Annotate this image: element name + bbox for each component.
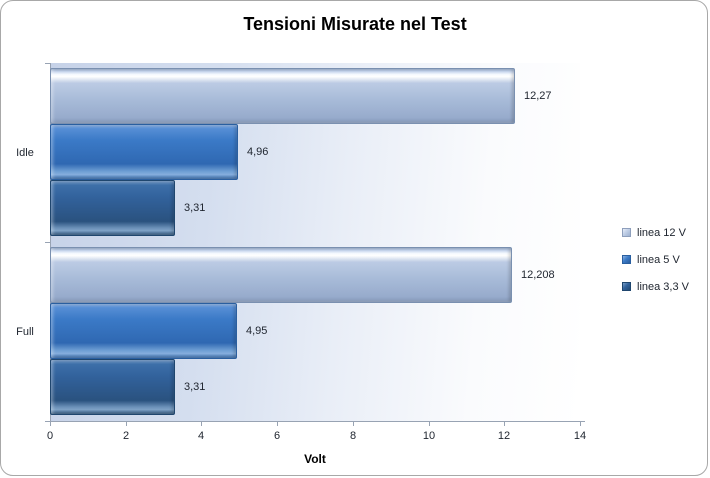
y-axis-tick <box>45 242 50 243</box>
data-label: 4,96 <box>247 146 269 158</box>
legend-swatch-icon <box>622 282 631 291</box>
x-tick-label: 10 <box>422 430 436 442</box>
x-axis-line <box>46 421 585 422</box>
x-tick-label: 0 <box>46 430 54 442</box>
x-axis-tick <box>50 421 51 426</box>
y-axis-tick <box>45 421 50 422</box>
bar-idle-linea-5-V <box>50 124 238 180</box>
category-label: Idle <box>16 146 34 159</box>
legend-label: linea 5 V <box>637 253 680 266</box>
x-axis-tick <box>429 421 430 426</box>
x-tick-label: 12 <box>497 430 511 442</box>
data-label: 4,95 <box>246 325 268 337</box>
legend-label: linea 12 V <box>637 226 686 239</box>
category-label: Full <box>16 325 34 338</box>
x-axis-title: Volt <box>304 452 326 466</box>
x-axis-tick <box>504 421 505 426</box>
chart-title: Tensioni Misurate nel Test <box>243 14 467 34</box>
data-label: 3,31 <box>184 202 206 214</box>
legend-swatch-icon <box>622 228 631 237</box>
data-label: 12,208 <box>521 269 555 281</box>
x-tick-label: 2 <box>122 430 130 442</box>
x-tick-label: 14 <box>573 430 587 442</box>
legend-item: linea 12 V <box>622 219 689 246</box>
data-label: 12,27 <box>524 90 552 102</box>
legend-label: linea 3,3 V <box>637 280 689 293</box>
x-axis-tick <box>277 421 278 426</box>
x-tick-label: 8 <box>349 430 357 442</box>
x-axis-tick <box>126 421 127 426</box>
data-label: 3,31 <box>184 381 206 393</box>
y-axis-tick <box>45 63 50 64</box>
x-tick-label: 4 <box>197 430 205 442</box>
x-axis-tick <box>201 421 202 426</box>
bar-idle-linea-3-3-V <box>50 180 175 236</box>
legend-swatch-icon <box>622 255 631 264</box>
bar-full-linea-3-3-V <box>50 359 175 415</box>
x-tick-label: 6 <box>273 430 281 442</box>
y-axis-line <box>50 63 51 421</box>
legend-item: linea 3,3 V <box>622 273 689 300</box>
bar-idle-linea-12-V <box>50 68 515 124</box>
legend: linea 12 V linea 5 V linea 3,3 V <box>622 219 689 300</box>
bar-full-linea-12-V <box>50 247 512 303</box>
legend-item: linea 5 V <box>622 246 689 273</box>
bar-full-linea-5-V <box>50 303 237 359</box>
x-axis-tick <box>353 421 354 426</box>
x-axis-tick <box>580 421 581 426</box>
